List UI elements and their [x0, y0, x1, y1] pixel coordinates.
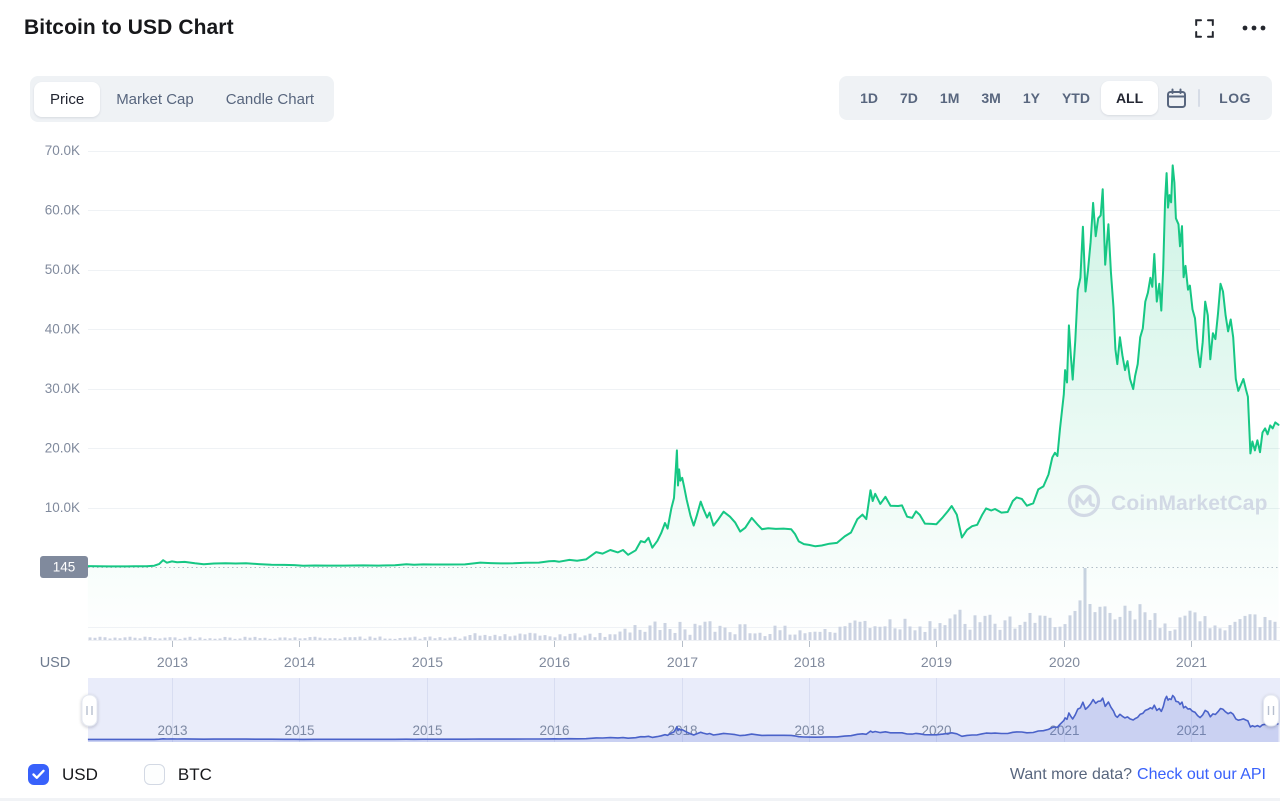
x-axis-label: 2014 — [284, 654, 315, 670]
navigator-area-fill — [87, 695, 1279, 742]
chart-type-tabs: Price Market Cap Candle Chart — [30, 76, 335, 122]
log-scale-button[interactable]: LOG — [1219, 90, 1251, 106]
navigator-x-label: 2013 — [157, 723, 187, 738]
tab-price[interactable]: Price — [34, 81, 101, 117]
currency-label: USD — [62, 764, 98, 784]
price-area-fill — [87, 165, 1279, 640]
x-axis-label: 2013 — [157, 654, 188, 670]
y-axis-label: 40.0K — [45, 322, 80, 337]
api-link[interactable]: Check out our API — [1137, 766, 1266, 783]
tab-market-cap[interactable]: Market Cap — [116, 90, 194, 108]
x-axis: 2013 2014 2015 2016 2017 2018 2019 2020 2021 USD — [40, 627, 1280, 671]
range-1y[interactable]: 1Y — [1022, 90, 1040, 106]
range-3m[interactable]: 3M — [981, 90, 1001, 106]
navigator-right-handle[interactable] — [1263, 694, 1279, 727]
range-buttons: 1D 7D 1M 3M 1Y YTD ALL — [849, 81, 1159, 115]
checkbox-unchecked-icon[interactable] — [143, 764, 165, 785]
range-7d[interactable]: 7D — [900, 90, 918, 106]
toolbar: Price Market Cap Candle Chart 1D 7D 1M 3M 1Y YT… — [30, 76, 1272, 122]
x-axis-label: 2017 — [667, 654, 698, 670]
currency-toggle-btc[interactable]: BTC — [143, 764, 212, 785]
navigator-x-label: 2015 — [412, 723, 442, 738]
currency-axis-label: USD — [40, 655, 71, 671]
more-options-icon[interactable] — [1242, 16, 1266, 40]
page-title: Bitcoin to USD Chart — [24, 16, 234, 39]
range-1d[interactable]: 1D — [860, 90, 878, 106]
navigator-left-handle[interactable] — [81, 694, 98, 727]
x-axis-label: 2016 — [539, 654, 570, 670]
range-selector: 1D 7D 1M 3M 1Y YTD ALL LOG — [839, 76, 1272, 120]
x-axis-label: 2018 — [794, 654, 825, 670]
y-axis-label: 30.0K — [45, 381, 80, 396]
navigator-x-label: 2018 — [794, 723, 824, 738]
toolbar-divider — [1198, 89, 1201, 107]
y-axis-label: 10.0K — [45, 500, 80, 515]
y-axis-label: 20.0K — [45, 441, 80, 456]
price-line — [86, 164, 1280, 568]
tab-candle-chart[interactable]: Candle Chart — [225, 90, 315, 108]
currency-label: BTC — [177, 764, 212, 784]
navigator-x-label: 2015 — [284, 723, 314, 738]
navigator-line — [87, 694, 1279, 741]
x-axis-label: 2020 — [1049, 654, 1080, 670]
x-axis-label: 2021 — [1176, 654, 1207, 670]
navigator[interactable]: 201320152015201620182018202020212021 — [81, 678, 1280, 742]
fullscreen-icon[interactable] — [1192, 16, 1216, 40]
range-ytd[interactable]: YTD — [1061, 90, 1090, 106]
start-price-badge: 145 — [40, 556, 88, 578]
navigator-x-label: 2016 — [539, 723, 569, 738]
range-all[interactable]: ALL — [1100, 81, 1159, 115]
navigator-x-label: 2021 — [1176, 723, 1206, 738]
cta-text: Want more data? — [1009, 766, 1133, 783]
x-axis-label: 2019 — [921, 654, 952, 670]
range-1m[interactable]: 1M — [939, 90, 960, 106]
currency-toggles: USD BTC — [28, 764, 212, 785]
y-axis-label: 50.0K — [45, 262, 80, 277]
checkbox-checked-icon[interactable] — [28, 764, 49, 785]
header-actions — [1192, 16, 1266, 40]
header: Bitcoin to USD Chart — [24, 10, 1266, 46]
currency-toggle-usd[interactable]: USD — [28, 764, 98, 785]
y-axis-label: 70.0K — [45, 143, 80, 158]
x-axis-label: 2015 — [412, 654, 443, 670]
svg-text:145: 145 — [53, 560, 76, 575]
calendar-icon[interactable] — [1158, 82, 1194, 114]
api-cta: Want more data? Check out our API — [1010, 766, 1266, 784]
bottom-divider — [0, 798, 1280, 801]
y-axis-label: 60.0K — [45, 203, 80, 218]
